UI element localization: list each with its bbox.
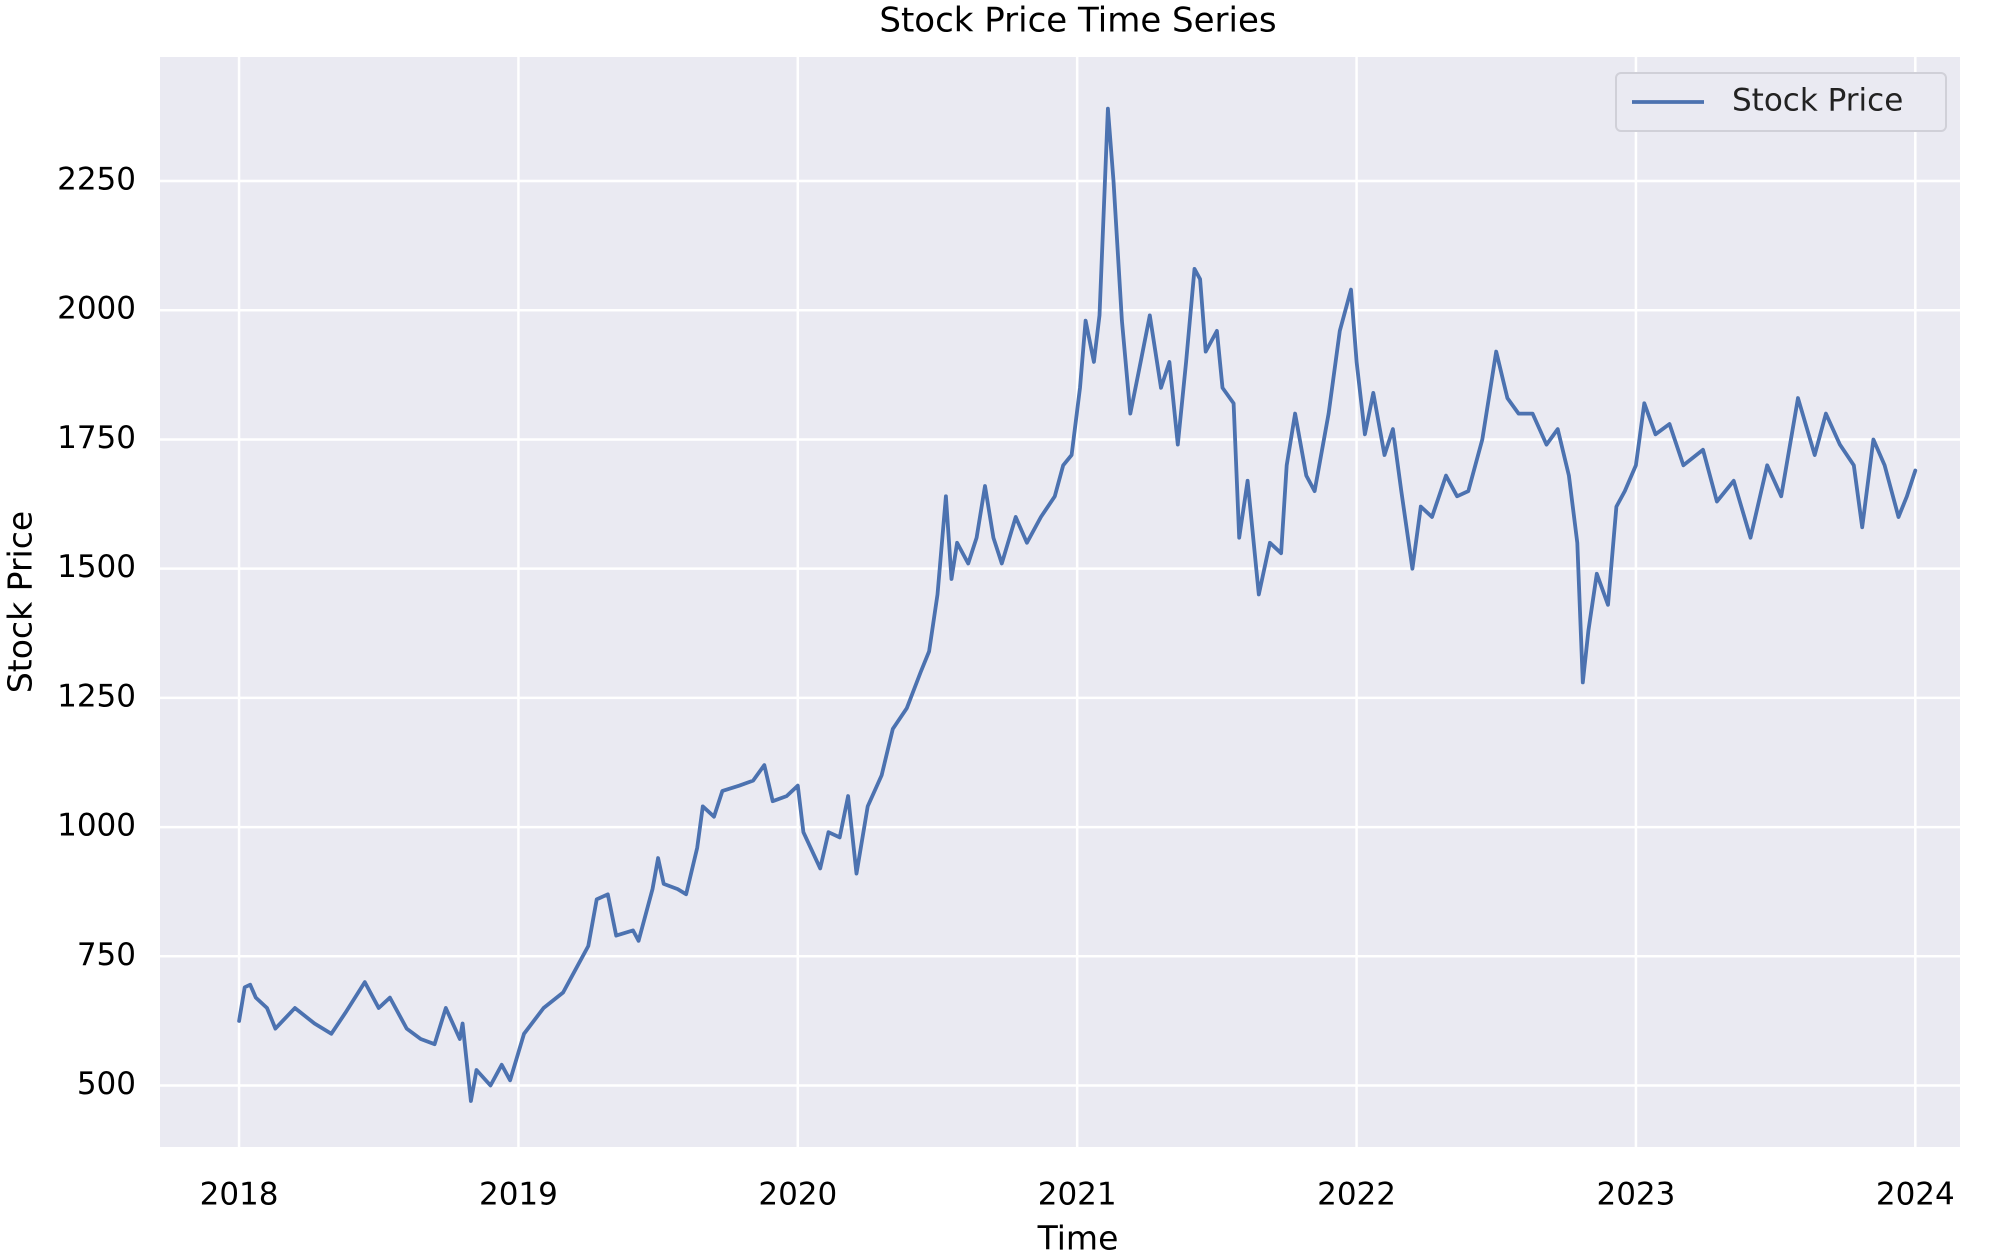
y-tick-label: 500 [77, 1066, 136, 1102]
y-tick-label: 1750 [57, 420, 136, 456]
y-tick-label: 2250 [57, 162, 136, 198]
y-tick-label: 750 [77, 937, 136, 973]
x-tick-label: 2019 [479, 1177, 558, 1213]
x-tick-label: 2022 [1317, 1177, 1396, 1213]
marks [237, 106, 1918, 1103]
x-tick-label: 2023 [1596, 1177, 1675, 1213]
x-axis-label: Time [1037, 1219, 1119, 1258]
legend-box [1615, 72, 1947, 132]
legend-label: Stock Price [1732, 83, 1903, 119]
x-tick-label: 2020 [758, 1177, 837, 1213]
x-tick-label: 2024 [1876, 1177, 1955, 1213]
price-line [237, 106, 1918, 1103]
plot-area [160, 57, 1960, 1147]
x-tick-label: 2018 [200, 1177, 279, 1213]
y-tick-label: 2000 [57, 291, 136, 327]
y-tick-label: 1500 [57, 549, 136, 585]
x-tick-label: 2021 [1038, 1177, 1117, 1213]
y-tick-label: 1000 [57, 808, 136, 844]
grid [160, 57, 1960, 1147]
chart-title: Stock Price Time Series [879, 1, 1276, 41]
y-axis-label: Stock Price [1, 511, 40, 693]
y-tick-label: 1250 [57, 678, 136, 714]
